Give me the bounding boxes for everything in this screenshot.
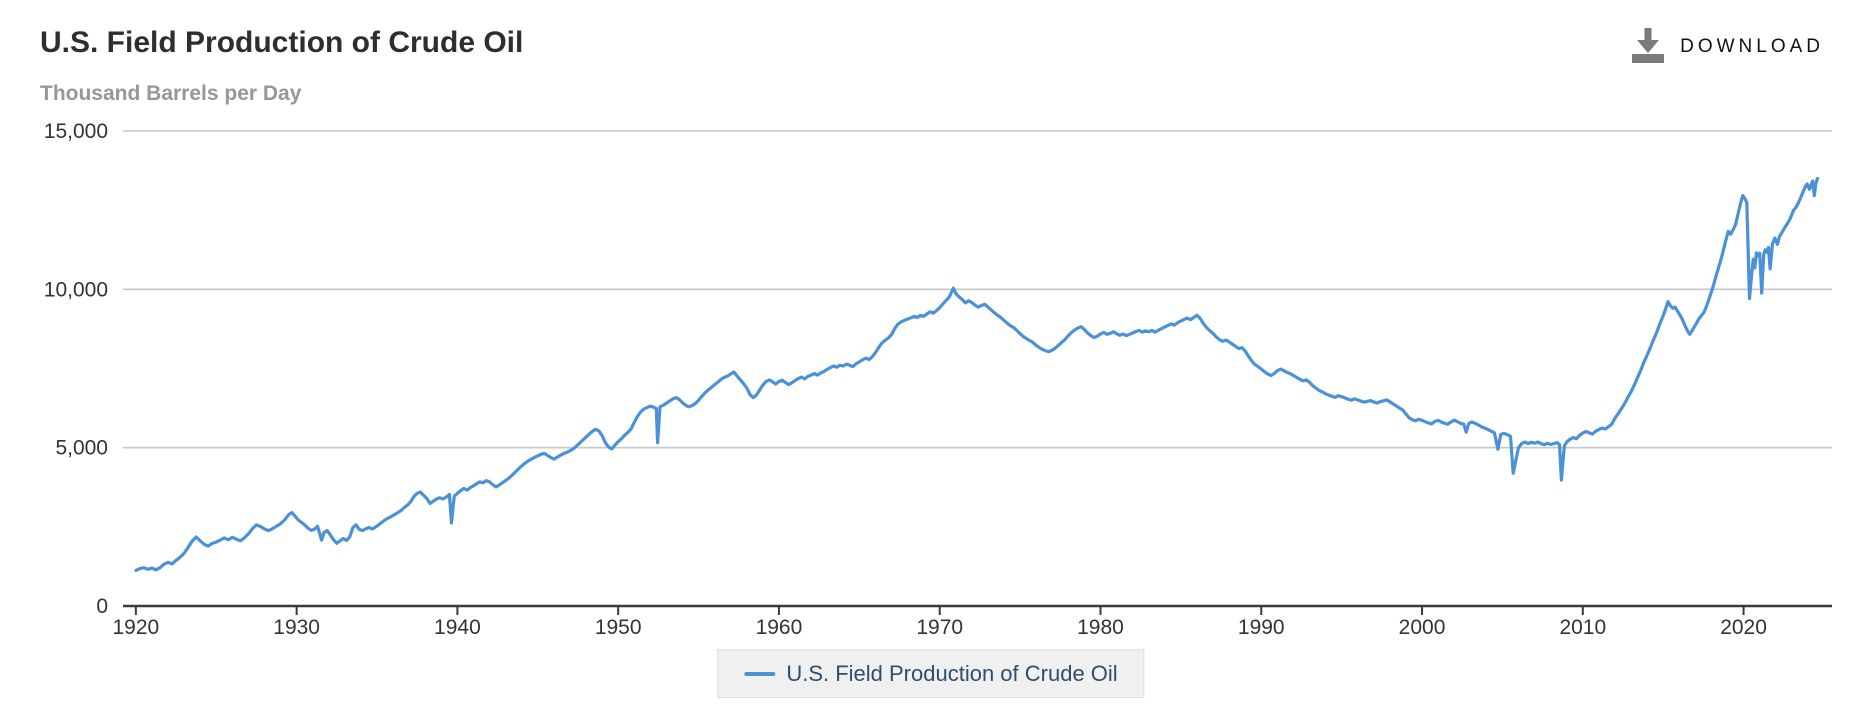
download-label: DOWNLOAD	[1680, 36, 1824, 57]
y-axis-tick-label: 10,000	[44, 278, 108, 301]
series-line-crude-oil-production[interactable]	[134, 176, 1820, 573]
x-axis-tick-label: 2020	[1720, 616, 1767, 639]
legend-series-swatch	[744, 671, 776, 676]
x-axis-tick-label: 1920	[113, 616, 160, 639]
x-axis-tick-label: 1970	[916, 616, 963, 639]
x-axis-tick-label: 1980	[1077, 616, 1124, 639]
x-axis-tick-label: 2010	[1559, 616, 1606, 639]
y-axis-tick-label: 5,000	[55, 437, 108, 460]
x-axis-tick-label: 1940	[434, 616, 481, 639]
page-title: U.S. Field Production of Crude Oil	[40, 26, 524, 59]
chart-legend[interactable]: U.S. Field Production of Crude Oil	[717, 649, 1145, 698]
x-axis-tick-label: 1930	[273, 616, 320, 639]
x-axis-tick-label: 1960	[756, 616, 803, 639]
download-icon	[1632, 28, 1665, 63]
y-axis-tick-label: 15,000	[44, 120, 108, 143]
x-axis-tick-label: 1990	[1238, 616, 1285, 639]
legend-series-label: U.S. Field Production of Crude Oil	[786, 660, 1118, 686]
download-button[interactable]: DOWNLOAD	[1632, 28, 1824, 66]
x-axis-tick-label: 1950	[595, 616, 642, 639]
y-axis-tick-label: 0	[96, 595, 108, 618]
chart-units-subtitle: Thousand Barrels per Day	[40, 82, 302, 105]
x-axis-tick-label: 2000	[1399, 616, 1446, 639]
